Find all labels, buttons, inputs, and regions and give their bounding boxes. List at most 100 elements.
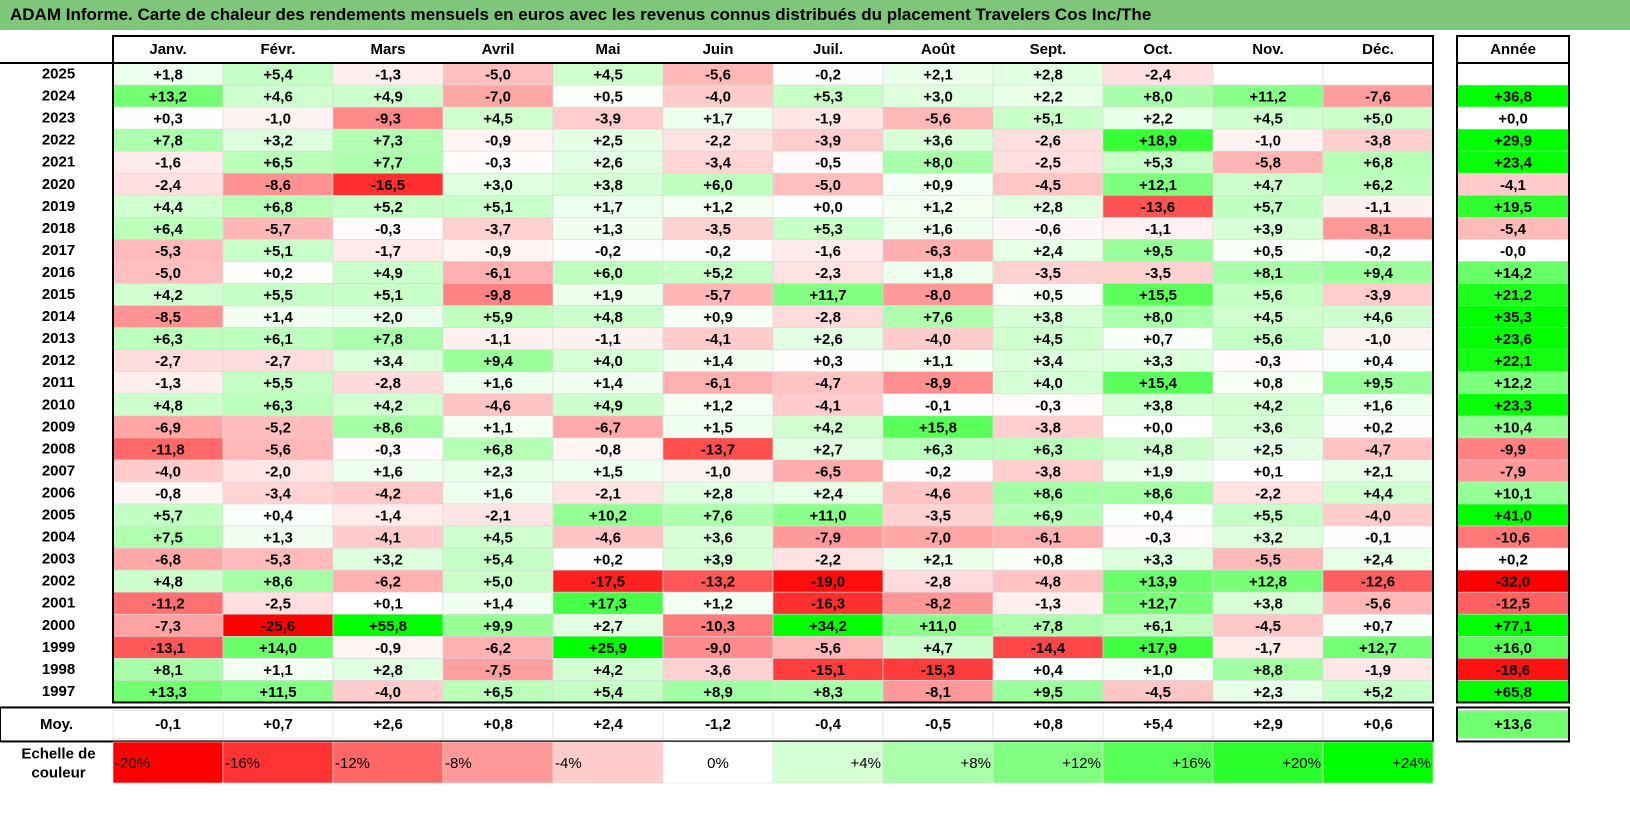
cell-value: -2,7 xyxy=(265,353,291,370)
cell-value: -5,0 xyxy=(815,177,841,194)
cell-value: -3,9 xyxy=(1365,287,1391,304)
average-value: +0,6 xyxy=(1363,716,1393,733)
average-value: +0,7 xyxy=(263,716,293,733)
cell-value: +1,3 xyxy=(593,221,623,238)
cell-value: -3,5 xyxy=(925,508,951,525)
cell-value: +6,2 xyxy=(1363,177,1393,194)
month-header: Mars xyxy=(370,41,405,58)
cell-value: +12,7 xyxy=(1359,640,1397,657)
cell-value: -5,2 xyxy=(265,419,291,436)
annual-value: +29,9 xyxy=(1494,133,1532,150)
cell-value: +13,3 xyxy=(149,684,187,701)
year-label: 2011 xyxy=(42,374,75,391)
year-label: 2005 xyxy=(42,507,75,524)
cell-value: +7,8 xyxy=(373,331,403,348)
annual-value: -7,9 xyxy=(1500,463,1526,480)
cell-value: -1,3 xyxy=(155,375,181,392)
cell-value: -7,3 xyxy=(155,618,181,635)
average-annual-frame xyxy=(1456,706,1570,743)
average-label: Moy. xyxy=(40,716,73,733)
scale-step-label: +20% xyxy=(1282,755,1321,772)
cell-value: +18,9 xyxy=(1139,133,1177,150)
cell-value: +1,4 xyxy=(703,353,733,370)
cell-value: +4,8 xyxy=(593,309,623,326)
cell-value: -9,8 xyxy=(485,287,511,304)
month-header: Oct. xyxy=(1143,41,1172,58)
year-label: 2008 xyxy=(42,440,75,457)
cell-value: +4,2 xyxy=(813,419,843,436)
cell-value: -6,7 xyxy=(595,419,621,436)
cell-value: -2,8 xyxy=(815,309,841,326)
year-label: 2014 xyxy=(42,308,76,325)
average-value: +5,4 xyxy=(1143,716,1173,733)
cell-value: -1,1 xyxy=(485,331,511,348)
year-label: 2020 xyxy=(42,176,75,193)
cell-value: +2,4 xyxy=(1033,243,1063,260)
cell-value: -1,0 xyxy=(1365,331,1391,348)
scale-swatch xyxy=(1102,741,1214,784)
cell-value: +25,9 xyxy=(589,640,627,657)
cell-value: +11,7 xyxy=(809,287,846,304)
cell-value: +3,2 xyxy=(1253,530,1283,547)
cell-value: -3,4 xyxy=(705,155,732,172)
cell-value: +8,6 xyxy=(1143,485,1173,502)
cell-value: +1,1 xyxy=(263,662,293,679)
cell-value: -0,8 xyxy=(595,441,621,458)
cell-value: -2,4 xyxy=(155,177,182,194)
cell-value: -1,3 xyxy=(1035,596,1061,613)
cell-value: +2,8 xyxy=(1033,67,1063,84)
year-label: 2012 xyxy=(42,352,75,369)
cell-value: -4,7 xyxy=(1365,441,1391,458)
cell-value: +1,1 xyxy=(923,353,953,370)
cell-value: +4,7 xyxy=(923,640,953,657)
cell-value: +6,3 xyxy=(1033,441,1063,458)
cell-value: +14,0 xyxy=(259,640,297,657)
cell-value: -5,7 xyxy=(705,287,731,304)
cell-value: +9,9 xyxy=(483,618,513,635)
annual-value: +35,3 xyxy=(1494,309,1532,326)
cell-value: +15,4 xyxy=(1139,375,1178,392)
cell-value: -15,1 xyxy=(811,662,845,679)
cell-value: -4,1 xyxy=(375,530,401,547)
cell-value: +6,8 xyxy=(263,199,293,216)
cell-value: -1,1 xyxy=(1365,199,1391,216)
cell-value: +7,8 xyxy=(153,133,183,150)
cell-value: +8,0 xyxy=(1143,309,1173,326)
cell-value: -4,6 xyxy=(925,485,951,502)
month-header: Août xyxy=(921,41,955,58)
cell-value: -2,1 xyxy=(485,508,511,525)
cell-value: -3,8 xyxy=(1365,133,1391,150)
cell-value: +1,6 xyxy=(923,221,953,238)
year-label: 2009 xyxy=(42,418,75,435)
cell-value: -4,0 xyxy=(705,89,731,106)
cell-value: +4,8 xyxy=(1143,441,1173,458)
cell-value: +3,3 xyxy=(1143,552,1173,569)
cell-value: +9,4 xyxy=(483,353,513,370)
cell-value: -14,4 xyxy=(1031,640,1066,657)
cell-value: +2,6 xyxy=(813,331,843,348)
cell-value: -1,7 xyxy=(1255,640,1281,657)
cell-value: -4,1 xyxy=(705,331,731,348)
cell-value: -2,7 xyxy=(155,353,181,370)
cell-value: +5,9 xyxy=(483,309,513,326)
cell-value: -1,0 xyxy=(265,111,291,128)
annual-value: +10,1 xyxy=(1494,485,1532,502)
cell-value: +8,3 xyxy=(813,684,843,701)
cell-value: -0,2 xyxy=(1365,243,1391,260)
average-cell xyxy=(442,710,554,739)
cell-value: -2,6 xyxy=(1035,133,1061,150)
cell-value: +3,2 xyxy=(263,133,293,150)
average-value: -0,5 xyxy=(925,716,951,733)
cell-value: -9,0 xyxy=(705,640,731,657)
month-header: Févr. xyxy=(260,41,295,58)
cell-value: +1,7 xyxy=(703,111,733,128)
cell-value: -8,9 xyxy=(925,375,951,392)
cell-value: -6,2 xyxy=(375,574,401,591)
cell-value: +6,1 xyxy=(1143,618,1173,635)
cell-value: +0,7 xyxy=(1363,618,1393,635)
cell-value: +5,5 xyxy=(1253,508,1283,525)
cell-value: -7,6 xyxy=(1365,89,1391,106)
cell-value: +2,4 xyxy=(813,485,843,502)
cell-value: -4,2 xyxy=(375,485,401,502)
cell-value: +2,3 xyxy=(1253,684,1283,701)
